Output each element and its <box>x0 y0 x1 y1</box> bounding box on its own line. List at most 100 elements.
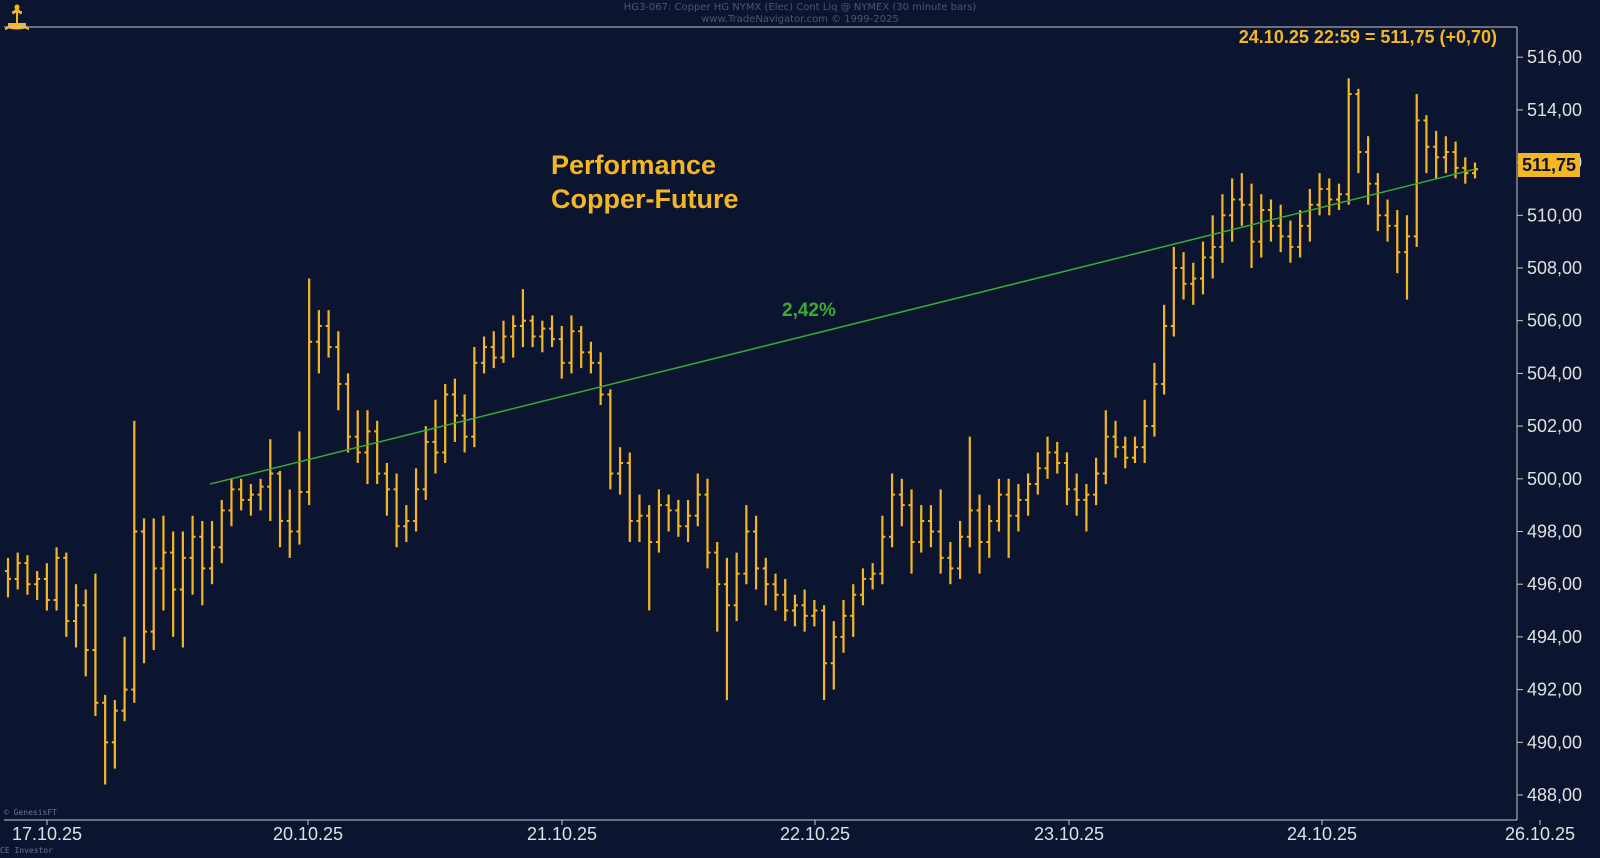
ohlc-bar <box>1472 162 1478 179</box>
ohlc-bar <box>1015 484 1022 532</box>
ohlc-bar <box>617 447 624 495</box>
ohlc-bar <box>1044 436 1051 479</box>
ohlc-bar <box>607 389 614 490</box>
ohlc-bar <box>898 478 905 527</box>
ohlc-bar <box>286 489 293 558</box>
x-tick-label: 22.10.25 <box>780 824 850 844</box>
ohlc-bar <box>549 315 556 348</box>
ohlc-bar <box>111 700 118 769</box>
performance-percent-label: 2,42% <box>782 300 836 321</box>
ohlc-bar <box>1423 115 1430 174</box>
ohlc-bar <box>723 557 730 701</box>
ohlc-bar <box>53 547 60 611</box>
y-tick-label: 508,00 <box>1527 258 1582 278</box>
ohlc-bar <box>481 336 488 374</box>
ohlc-bar <box>422 426 429 500</box>
ohlc-bar <box>1131 436 1138 463</box>
ohlc-bar <box>1170 246 1177 337</box>
ohlc-bar <box>1345 78 1352 205</box>
ohlc-bar <box>529 315 536 348</box>
ohlc-bar <box>1063 452 1070 506</box>
ohlc-bar <box>772 573 779 611</box>
y-tick-label: 488,00 <box>1527 785 1582 805</box>
ohlc-bar <box>189 515 196 595</box>
ohlc-bar <box>937 489 944 574</box>
ohlc-bar <box>597 352 604 406</box>
ohlc-bar <box>1161 304 1168 395</box>
ohlc-bar <box>218 499 225 564</box>
ohlc-bar <box>908 489 915 574</box>
ohlc-bar <box>1433 130 1440 179</box>
ohlc-bar <box>1394 210 1401 274</box>
ohlc-bar <box>432 399 439 474</box>
ohlc-bar <box>568 315 575 374</box>
ohlc-bar <box>791 594 798 627</box>
y-tick-label: 514,00 <box>1527 100 1582 120</box>
ohlc-bar <box>374 420 381 485</box>
ohlc-bar <box>1122 436 1129 469</box>
performance-trendline <box>209 168 1476 485</box>
ohlc-bar <box>1141 399 1148 463</box>
ohlc-bar <box>889 473 896 548</box>
ohlc-bar <box>995 478 1002 532</box>
ohlc-bar <box>325 310 332 358</box>
ohlc-bar <box>986 505 993 558</box>
ohlc-bar <box>1384 199 1391 242</box>
ohlc-bar <box>403 505 410 543</box>
ohlc-bar <box>199 520 206 606</box>
y-tick-label: 494,00 <box>1527 627 1582 647</box>
ohlc-bar <box>539 320 546 353</box>
ohlc-bar <box>306 278 313 506</box>
ohlc-bar <box>1413 94 1420 247</box>
ohlc-bar <box>1054 441 1061 474</box>
ohlc-bar <box>1209 215 1216 279</box>
ohlc-bar <box>141 518 148 664</box>
ohlc-bar <box>345 373 352 453</box>
ohlc-bar <box>1365 136 1372 205</box>
ohlc-bar <box>685 499 692 543</box>
ohlc-bar <box>92 573 99 716</box>
ohlc-bar <box>675 499 682 537</box>
ohlc-bar <box>179 531 186 648</box>
ohlc-bar <box>578 325 585 369</box>
instrument-title: HG3-067: Copper HG NYMX (Elec) Cont Liq … <box>623 2 977 13</box>
y-tick-label: 492,00 <box>1527 680 1582 700</box>
x-tick-label: 21.10.25 <box>527 824 597 844</box>
ohlc-bar <box>1403 215 1410 300</box>
ohlc-bar <box>558 325 565 379</box>
ohlc-bar <box>927 505 934 548</box>
ohlc-bar <box>73 584 80 648</box>
copyright-small: © GenesisFT <box>4 808 57 817</box>
ohlc-bar <box>587 341 594 374</box>
ohlc-bar <box>247 484 254 516</box>
ohlc-bar <box>947 542 954 585</box>
ohlc-bar <box>442 383 449 463</box>
ohlc-bar <box>762 557 769 606</box>
ohlc-bar <box>170 531 177 637</box>
ohlc-bar <box>733 552 740 622</box>
ohlc-bar <box>519 289 526 348</box>
ohlc-bar <box>1297 210 1304 258</box>
y-tick-label: 498,00 <box>1527 522 1582 542</box>
ohlc-bar <box>364 410 371 485</box>
ohlc-bar <box>102 694 109 785</box>
ohlc-bar <box>704 478 711 569</box>
last-quote-label: 24.10.25 22:59 = 511,75 (+0,70) <box>1238 27 1497 47</box>
ohlc-bar <box>753 515 760 590</box>
ohlc-bar <box>228 478 235 527</box>
y-tick-label: 500,00 <box>1527 469 1582 489</box>
ohlc-bar <box>34 571 41 601</box>
ohlc-bar <box>413 468 420 532</box>
ohlc-bar <box>743 505 750 585</box>
ohlc-bar <box>451 378 458 442</box>
x-tick-label: 24.10.25 <box>1287 824 1357 844</box>
ohlc-bar <box>1277 204 1284 253</box>
ohlc-bar <box>160 515 167 611</box>
ohlc-bar <box>490 331 497 369</box>
ohlc-bar <box>14 552 21 590</box>
ohlc-bar <box>1190 262 1197 305</box>
ohlc-bar <box>383 462 390 516</box>
source-credit: www.TradeNavigator.com © 1999-2025 <box>701 14 899 25</box>
